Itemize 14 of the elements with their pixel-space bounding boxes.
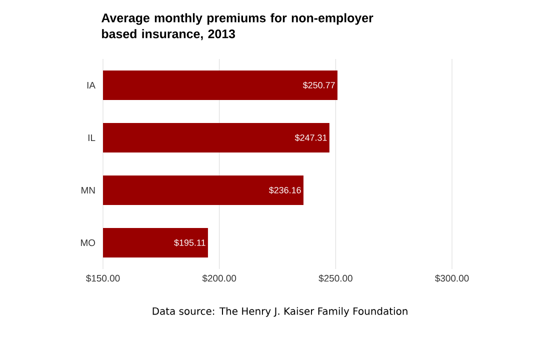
y-tick-label: IL xyxy=(88,134,96,142)
y-tick-label: IA xyxy=(87,82,96,89)
data-label: $247.31 xyxy=(294,134,327,142)
data-label: $236.16 xyxy=(268,186,301,194)
x-tick-label: $200.00 xyxy=(202,274,236,282)
x-tick-label: $300.00 xyxy=(435,274,469,282)
y-tick-label: MN xyxy=(82,186,95,194)
chart-title: Average monthly premiums for non-employer based insurance, 2013 xyxy=(102,13,374,40)
x-tick-label: $250.00 xyxy=(318,274,352,282)
data-label: $195.11 xyxy=(174,239,206,246)
x-tick-label: $150.00 xyxy=(86,274,120,282)
y-tick-label: MO xyxy=(81,239,96,246)
source-note: Data source: The Henry J. Kaiser Family Foundation xyxy=(152,307,408,317)
data-label: $250.77 xyxy=(302,82,335,89)
